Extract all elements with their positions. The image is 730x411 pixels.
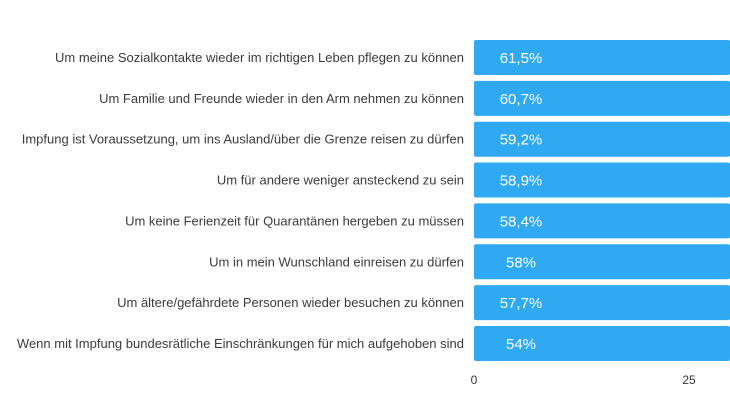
- value-labels-group: 61,5% 60,7% 59,2% 58,9% 58,4% 58% 57,7% 54%: [500, 50, 543, 353]
- category-label: Um für andere weniger ansteckend zu sein: [217, 173, 464, 188]
- value-label: 58%: [506, 254, 536, 271]
- value-label: 58,4%: [500, 213, 543, 230]
- bar: [474, 325, 730, 361]
- category-label: Um in mein Wunschland einreisen zu dürfe…: [209, 254, 464, 269]
- bar: [474, 244, 730, 280]
- category-label: Um Familie und Freunde wieder in den Arm…: [99, 91, 464, 106]
- value-label: 59,2%: [500, 132, 543, 149]
- value-label: 58,9%: [500, 173, 543, 190]
- bar: [474, 121, 730, 157]
- bar: [474, 80, 730, 116]
- value-label: 57,7%: [500, 295, 543, 312]
- category-label: Um keine Ferienzeit für Quarantänen herg…: [125, 213, 464, 228]
- bar: [474, 203, 730, 239]
- value-label: 54%: [506, 336, 536, 353]
- bar: [474, 285, 730, 321]
- category-label: Um meine Sozialkontakte wieder im richti…: [55, 50, 464, 65]
- value-label: 61,5%: [500, 50, 543, 67]
- x-tick-label: 25: [682, 373, 696, 387]
- category-label: Wenn mit Impfung bundesrätliche Einschrä…: [17, 336, 464, 351]
- value-label: 60,7%: [500, 91, 543, 108]
- category-label: Impfung ist Voraussetzung, um ins Auslan…: [22, 132, 464, 147]
- category-label: Um ältere/gefährdete Personen wieder bes…: [117, 295, 464, 310]
- bars-group: [474, 40, 730, 361]
- bar: [474, 162, 730, 198]
- x-axis-ticks-group: 02550: [471, 373, 696, 387]
- category-labels-group: Um meine Sozialkontakte wieder im richti…: [17, 50, 464, 351]
- x-tick-label: 0: [471, 373, 478, 387]
- bar: [474, 40, 730, 75]
